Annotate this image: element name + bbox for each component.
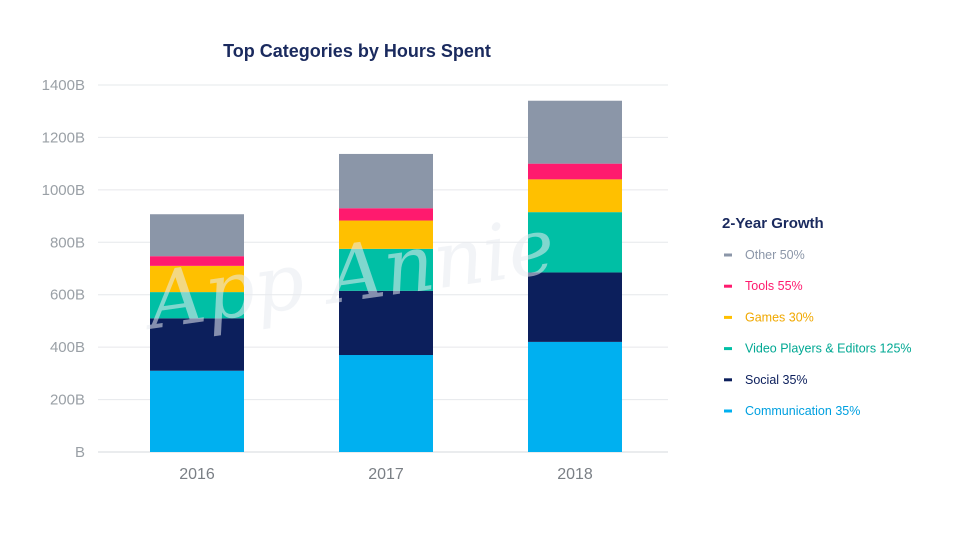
bar-segment-other-2018 xyxy=(528,100,622,164)
x-axis-ticks: 2016 2017 2018 xyxy=(179,466,593,483)
bar-segment-social-2017 xyxy=(339,290,433,356)
x-tick-label: 2018 xyxy=(557,466,593,483)
bar-segment-communication-2016 xyxy=(150,370,244,452)
legend-swatch xyxy=(724,284,732,288)
legend-swatch xyxy=(724,409,732,413)
legend-swatch xyxy=(724,347,732,351)
bar-segment-tools-2016 xyxy=(150,256,244,266)
legend-title: 2-Year Growth xyxy=(722,215,824,232)
legend-swatch xyxy=(724,315,732,319)
bar-segment-communication-2018 xyxy=(528,341,622,452)
legend-item-label: Other 50% xyxy=(745,248,805,262)
bar-segment-games-2018 xyxy=(528,179,622,213)
bar-segment-video-players-editors-2017 xyxy=(339,248,433,291)
bar-segment-tools-2018 xyxy=(528,163,622,180)
x-tick-label: 2016 xyxy=(179,466,215,483)
bar-segment-video-players-editors-2018 xyxy=(528,212,622,273)
legend: 2-Year Growth Other 50% Tools 55% Games 30… xyxy=(722,215,912,418)
y-tick-label: 1400B xyxy=(42,77,85,94)
legend-item-label: Tools 55% xyxy=(745,279,803,293)
bar-segment-other-2017 xyxy=(339,153,433,209)
y-tick-label: 600B xyxy=(50,287,85,304)
bar-segment-tools-2017 xyxy=(339,208,433,221)
y-tick-label: 1200B xyxy=(42,129,85,146)
legend-swatch xyxy=(724,253,732,257)
bar-segment-video-players-editors-2016 xyxy=(150,292,244,319)
y-tick-label: B xyxy=(75,444,85,461)
y-axis-ticks: B 200B 400B 600B 800B 1000B 1200B 1400B xyxy=(42,77,85,461)
y-tick-label: 800B xyxy=(50,234,85,251)
y-tick-label: 200B xyxy=(50,392,85,409)
legend-item-label: Communication 35% xyxy=(745,404,860,418)
y-tick-label: 1000B xyxy=(42,182,85,199)
bar-segment-social-2016 xyxy=(150,318,244,371)
bar-segment-other-2016 xyxy=(150,214,244,257)
y-tick-label: 400B xyxy=(50,339,85,356)
chart-title: Top Categories by Hours Spent xyxy=(223,41,491,61)
bar-segment-games-2016 xyxy=(150,265,244,293)
bar-segment-communication-2017 xyxy=(339,355,433,452)
bars xyxy=(150,100,622,452)
legend-item-label: Games 30% xyxy=(745,310,814,324)
bar-segment-games-2017 xyxy=(339,220,433,249)
bar-segment-social-2018 xyxy=(528,272,622,342)
legend-swatch xyxy=(724,378,732,382)
legend-item-label: Social 35% xyxy=(745,373,808,387)
x-tick-label: 2017 xyxy=(368,466,404,483)
legend-item-label: Video Players & Editors 125% xyxy=(745,342,912,356)
